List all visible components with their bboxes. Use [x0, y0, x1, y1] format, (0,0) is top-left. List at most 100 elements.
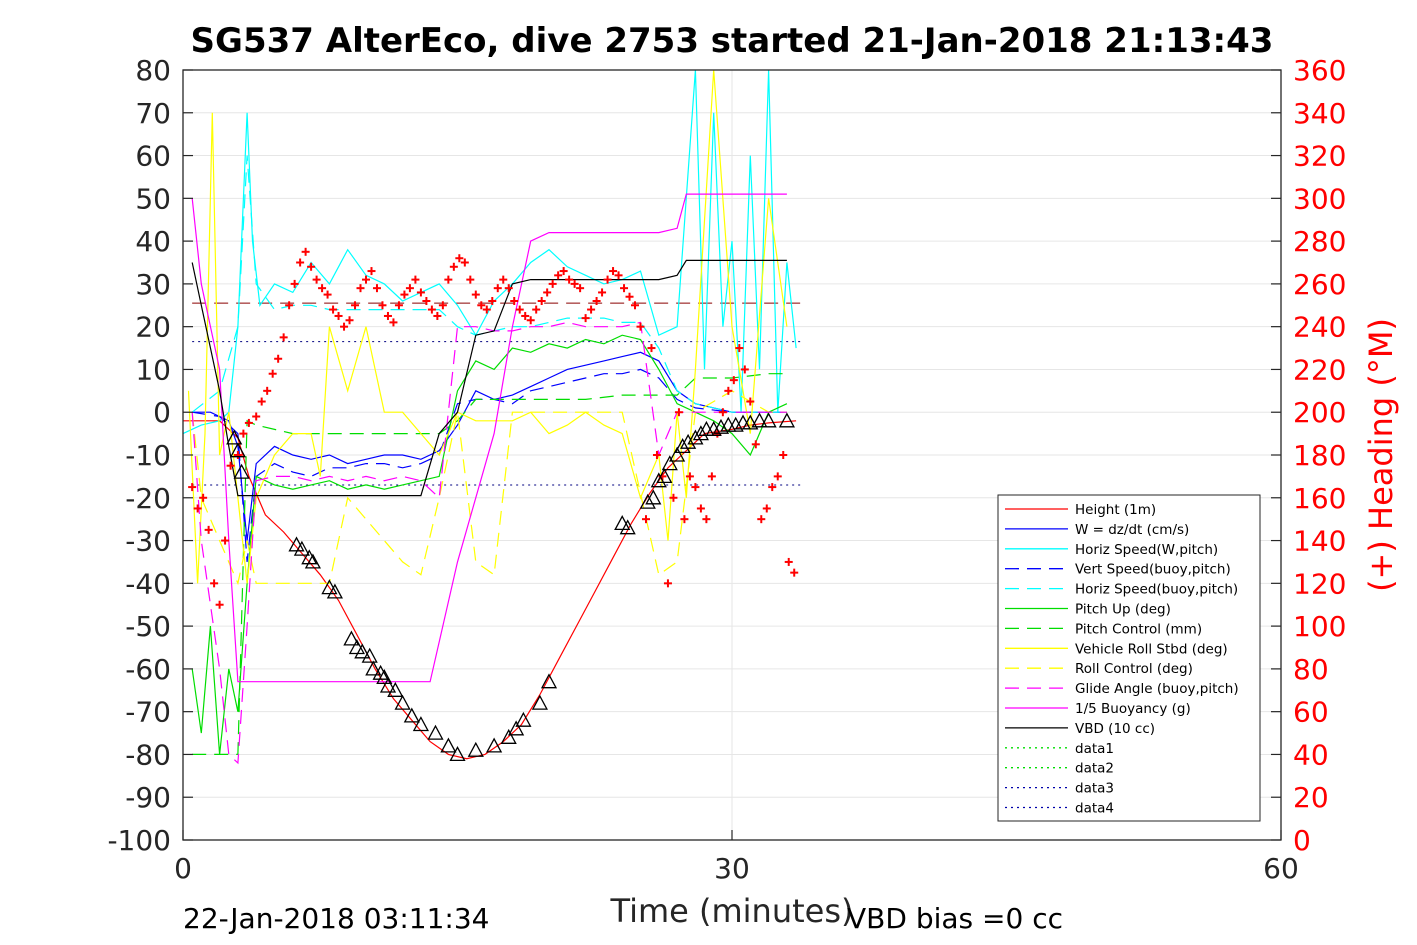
heading-point	[746, 397, 755, 406]
heading-point	[609, 267, 618, 276]
heading-point	[416, 288, 425, 297]
glider-marker	[372, 664, 389, 680]
glider-marker	[440, 737, 457, 753]
glider-marker	[293, 540, 310, 556]
heading-point	[449, 262, 458, 271]
glider-marker	[727, 416, 744, 432]
heading-point	[757, 515, 766, 524]
legend: Height (1m) W = dz/dt (cm/s) Horiz Speed(W…	[997, 494, 1261, 822]
series-line	[191, 193, 787, 683]
glider-marker	[226, 429, 243, 445]
heading-point	[351, 301, 360, 310]
heading-point	[263, 386, 272, 395]
heading-point	[199, 493, 208, 502]
left-tick-label: 70	[135, 97, 171, 130]
heading-point	[691, 483, 700, 492]
heading-point	[367, 267, 376, 276]
heading-point	[773, 472, 782, 481]
heading-point	[603, 275, 612, 284]
right-tick-label: 320	[1293, 140, 1346, 173]
glider-marker	[376, 669, 393, 685]
left-tick-label: -80	[125, 738, 171, 771]
heading-point	[318, 284, 327, 293]
glider-marker	[650, 472, 667, 488]
legend-label: data1	[1075, 741, 1114, 757]
right-tick-label: 240	[1293, 311, 1346, 344]
right-tick-label: 340	[1293, 97, 1346, 130]
left-tick-label: 0	[153, 396, 171, 429]
legend-label: Height (1m)	[1075, 502, 1156, 518]
glider-marker	[760, 412, 777, 428]
heading-point	[729, 376, 738, 385]
left-axis-ticks: 80 70 60 50 40 30 20 10 0 -10 -20 -30 -40 -50 -60 -70 -8…	[107, 54, 193, 857]
legend-label: Pitch Control (mm)	[1075, 621, 1202, 637]
x-axis-label: Time (minutes)	[610, 892, 854, 930]
heading-point	[340, 322, 349, 331]
heading-point	[226, 461, 235, 470]
heading-point	[268, 369, 277, 378]
glider-marker	[467, 741, 484, 757]
heading-points	[188, 247, 799, 609]
left-tick-label: -90	[125, 781, 171, 814]
series-line	[191, 155, 787, 413]
glider-marker	[656, 468, 673, 484]
right-tick-label: 360	[1293, 54, 1346, 87]
heading-point	[587, 305, 596, 314]
heading-point	[554, 271, 563, 280]
heading-point	[345, 316, 354, 325]
heading-point	[707, 472, 716, 481]
heading-point	[210, 579, 219, 588]
glider-markers	[226, 412, 795, 762]
heading-point	[221, 536, 230, 545]
heading-point	[204, 525, 213, 534]
glider-marker	[540, 673, 558, 689]
heading-point	[559, 267, 568, 276]
heading-point	[466, 275, 475, 284]
left-tick-label: -30	[125, 525, 171, 558]
heading-point	[718, 408, 727, 417]
glider-marker	[365, 660, 382, 676]
heading-point	[471, 290, 480, 299]
footer-vbd-bias: VBD bias =0 cc	[847, 902, 1063, 935]
heading-point	[433, 311, 442, 320]
heading-point	[323, 290, 332, 299]
right-tick-label: 180	[1293, 439, 1346, 472]
heading-point	[493, 284, 502, 293]
x-tick-label: 0	[174, 852, 192, 885]
heading-point	[193, 504, 202, 513]
heading-point	[274, 354, 283, 363]
series-line	[191, 259, 787, 497]
heading-point	[685, 472, 694, 481]
legend-label: Glide Angle (buoy,pitch)	[1075, 681, 1239, 697]
glider-marker	[229, 442, 246, 458]
x-axis-ticks: 0 30 60	[174, 830, 1299, 885]
series-line	[192, 373, 787, 756]
heading-point	[422, 297, 431, 305]
series-line	[191, 390, 787, 586]
heading-point	[636, 322, 645, 331]
heading-point	[488, 297, 497, 305]
glider-marker	[712, 418, 730, 434]
right-tick-label: 20	[1293, 781, 1329, 814]
heading-point	[285, 301, 294, 310]
right-tick-label: 220	[1293, 353, 1346, 386]
legend-label: 1/5 Buoyancy (g)	[1075, 701, 1191, 717]
heading-point	[696, 504, 705, 513]
heading-point	[252, 412, 261, 421]
right-tick-label: 260	[1293, 268, 1346, 301]
heading-point	[515, 305, 524, 314]
heading-point	[460, 258, 469, 267]
glider-marker	[412, 716, 429, 732]
left-tick-label: 20	[135, 311, 171, 344]
left-tick-label: 50	[135, 182, 171, 215]
glider-marker	[705, 420, 722, 436]
glider-marker	[687, 429, 704, 445]
left-tick-label: -100	[107, 824, 171, 857]
heading-point	[784, 557, 793, 566]
glider-marker	[674, 438, 691, 454]
heading-point	[362, 275, 370, 284]
heading-point	[537, 297, 546, 305]
left-tick-label: -20	[125, 482, 171, 515]
glider-marker	[742, 414, 759, 430]
heading-point	[570, 279, 579, 288]
